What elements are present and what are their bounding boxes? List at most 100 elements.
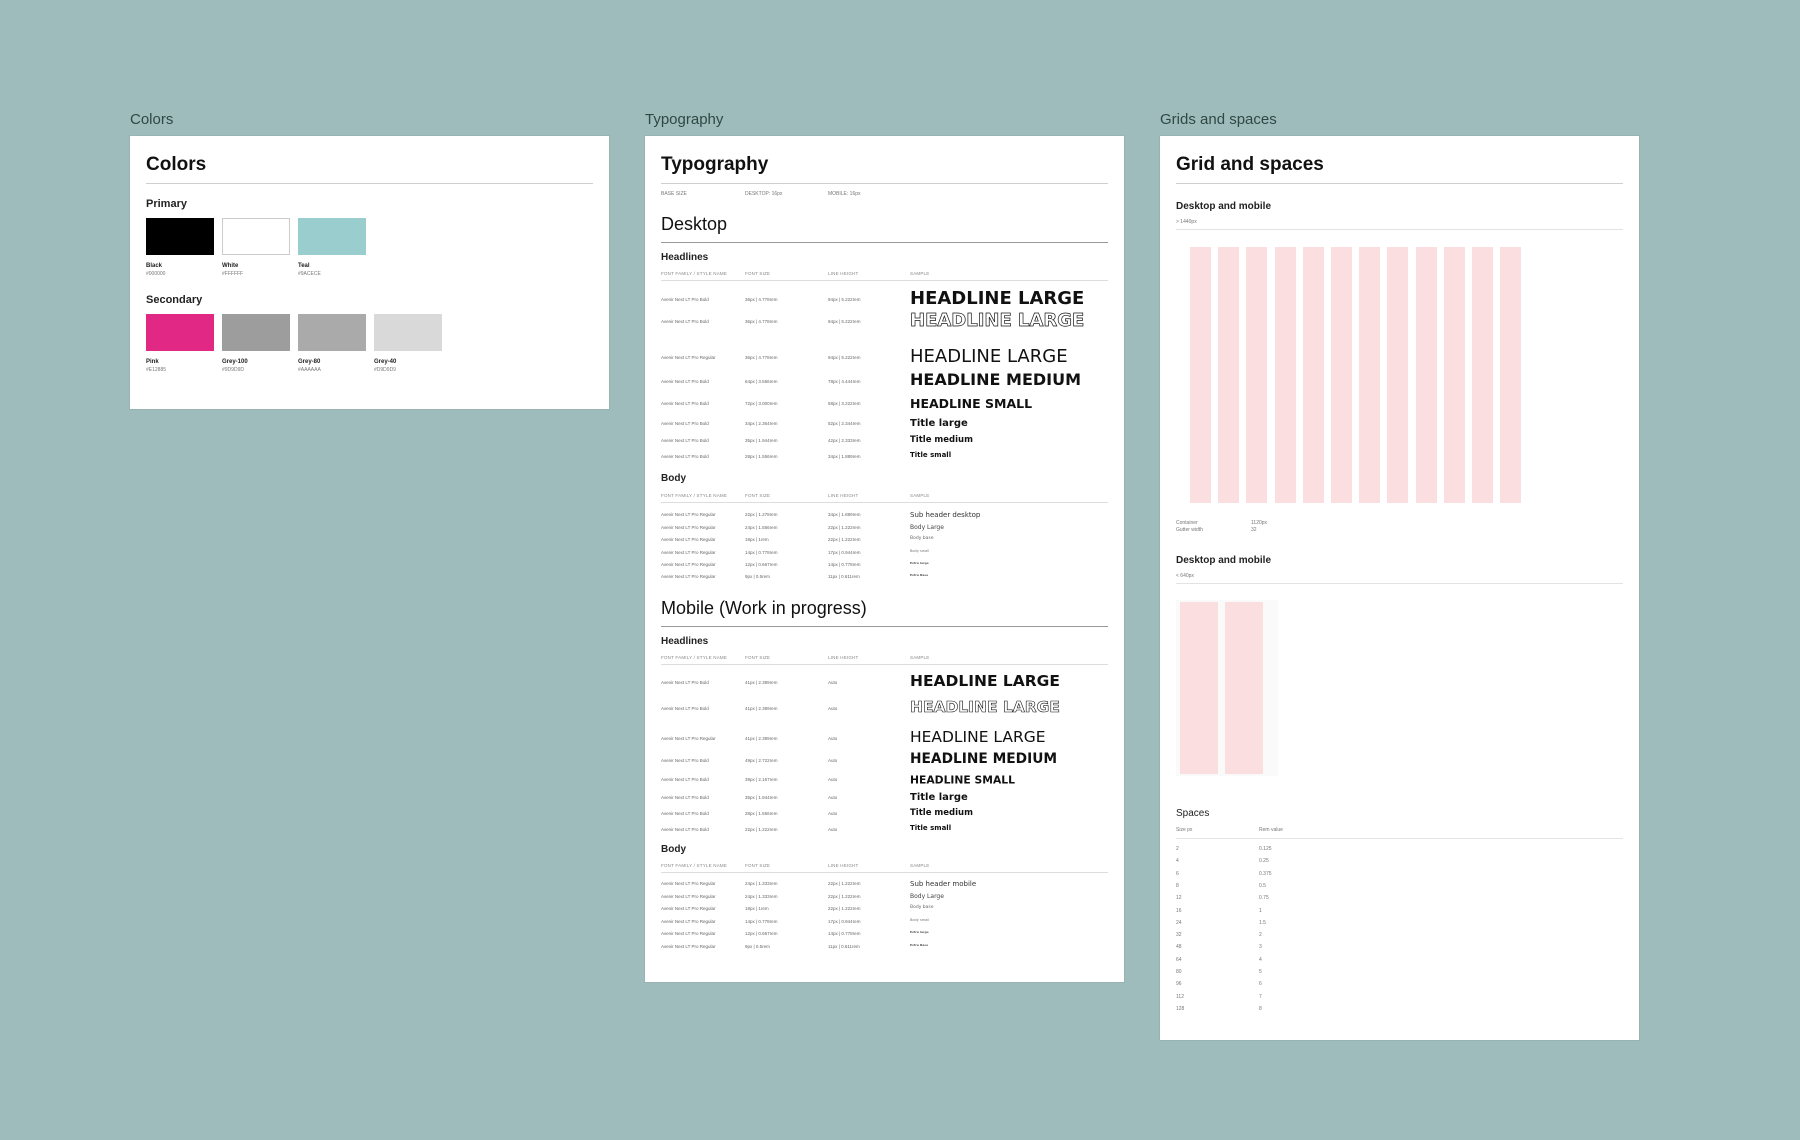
- font-size-cell: 24px | 1.556rem: [745, 525, 778, 530]
- type-sample: HEADLINE LARGE: [910, 728, 1046, 747]
- frame-label-colors[interactable]: Colors: [130, 111, 174, 128]
- type-sample: HEADLINE LARGE: [910, 310, 1085, 332]
- font-size-cell: 14px | 0.778rem: [745, 550, 778, 555]
- space-size: 16: [1176, 907, 1182, 914]
- column-header: LINE HEIGHT: [828, 655, 859, 660]
- line-height-cell: 52px | 2.344rem: [828, 421, 861, 426]
- line-height-cell: 14px | 0.778rem: [828, 562, 861, 567]
- space-size: 2: [1176, 846, 1179, 852]
- font-size-cell: 12px | 0.667rem: [745, 562, 778, 567]
- space-rem: 1: [1259, 907, 1262, 914]
- line-height-cell: 17px | 0.944rem: [828, 919, 861, 924]
- grid-column: [1218, 247, 1240, 503]
- space-rem: 2: [1259, 932, 1262, 939]
- colors-frame[interactable]: Colors Primary Black #000000 White #FFFFFF T…: [130, 136, 609, 409]
- font-family-cell: Avenir Next LT Pro Regular: [661, 550, 716, 555]
- mobile-grid-breakpoint: < 640px: [1176, 573, 1194, 579]
- font-family-cell: Avenir Next LT Pro Regular: [661, 355, 716, 360]
- type-sample: Title large: [910, 792, 968, 803]
- line-height-cell: 14px | 0.778rem: [828, 931, 861, 936]
- column-header: FONT SIZE: [745, 655, 771, 660]
- desktop-section-title: Desktop: [661, 214, 728, 234]
- column-header: FONT SIZE: [745, 271, 771, 276]
- grid-column: [1472, 247, 1493, 503]
- spaces-label: Spaces: [1176, 808, 1210, 819]
- space-rem: 3: [1259, 944, 1262, 951]
- font-size-cell: 28px | 1.556rem: [745, 454, 778, 459]
- font-size-cell: 72px | 3.000rem: [745, 401, 778, 406]
- grid-column: [1246, 247, 1268, 503]
- font-family-cell: Avenir Next LT Pro Bold: [661, 795, 709, 800]
- column-header: FONT FAMILY / STYLE NAME: [661, 493, 728, 498]
- mobile-grid-label: Desktop and mobile: [1176, 555, 1272, 566]
- color-swatch[interactable]: [222, 314, 290, 351]
- space-rem: 0.375: [1259, 870, 1272, 877]
- column-header: LINE HEIGHT: [828, 271, 859, 276]
- font-family-cell: Avenir Next LT Pro Regular: [661, 894, 716, 899]
- color-swatch-hex: #9D9D9D: [222, 367, 244, 373]
- font-size-cell: 22px | 1.222rem: [745, 827, 778, 832]
- line-height-cell: 78px | 4.444rem: [828, 379, 861, 384]
- font-family-cell: Avenir Next LT Pro Bold: [661, 811, 709, 816]
- type-sample: HEADLINE LARGE: [910, 288, 1085, 309]
- type-sample: Sub header mobile: [910, 880, 977, 888]
- font-size-cell: 36px | 4.778rem: [745, 297, 778, 302]
- frame-label-grids[interactable]: Grids and spaces: [1160, 111, 1277, 128]
- typography-frame[interactable]: Typography BASE SIZE DESKTOP: 16px MOBIL…: [645, 136, 1124, 982]
- line-height-cell: 94px | 5.222rem: [828, 297, 861, 302]
- color-swatch-hex: #D9D9D9: [374, 367, 396, 373]
- grid-column: [1190, 247, 1211, 503]
- font-family-cell: Avenir Next LT Pro Bold: [661, 454, 709, 459]
- color-swatch-name: Black: [146, 263, 163, 269]
- type-sample: HEADLINE SMALL: [910, 396, 1033, 411]
- font-size-cell: 64px | 3.556rem: [745, 379, 778, 384]
- color-swatch[interactable]: [374, 314, 442, 351]
- line-height-cell: Auto: [828, 827, 838, 832]
- color-swatch[interactable]: [146, 218, 214, 255]
- gutter-value: 32: [1251, 527, 1257, 533]
- grid-column: [1387, 247, 1409, 503]
- font-size-cell: 12px | 0.667rem: [745, 931, 778, 936]
- font-family-cell: Avenir Next LT Pro Bold: [661, 680, 709, 685]
- line-height-cell: 58px | 3.222rem: [828, 401, 861, 406]
- space-size: 64: [1176, 956, 1182, 963]
- type-sample: Body base: [910, 536, 934, 541]
- column-header: FONT FAMILY / STYLE NAME: [661, 271, 728, 276]
- divider: [661, 280, 1108, 281]
- font-family-cell: Avenir Next LT Pro Bold: [661, 827, 709, 832]
- column-header: SAMPLE: [910, 493, 930, 498]
- color-swatch[interactable]: [146, 314, 214, 351]
- space-size: 24: [1176, 919, 1182, 926]
- font-family-cell: Avenir Next LT Pro Regular: [661, 574, 716, 579]
- font-family-cell: Avenir Next LT Pro Regular: [661, 525, 716, 530]
- line-height-cell: 42px | 2.333rem: [828, 438, 861, 443]
- font-size-cell: 35px | 1.944rem: [745, 438, 778, 443]
- line-height-cell: 22px | 1.222rem: [828, 894, 861, 899]
- color-swatch[interactable]: [298, 218, 366, 255]
- space-size: 96: [1176, 981, 1182, 988]
- font-size-cell: 41px | 2.389rem: [745, 736, 778, 741]
- color-swatch[interactable]: [222, 218, 290, 255]
- font-size-cell: 34px | 2.364rem: [745, 421, 778, 426]
- column-header: SAMPLE: [910, 271, 930, 276]
- font-family-cell: Avenir Next LT Pro Regular: [661, 944, 716, 949]
- column-header: LINE HEIGHT: [828, 863, 859, 868]
- line-height-cell: Auto: [828, 706, 838, 711]
- font-family-cell: Avenir Next LT Pro Bold: [661, 319, 709, 324]
- colors-title: Colors: [146, 154, 207, 175]
- column-header: LINE HEIGHT: [828, 493, 859, 498]
- space-rem: 7: [1259, 993, 1262, 1000]
- font-family-cell: Avenir Next LT Pro Regular: [661, 906, 716, 911]
- mobile-headlines-label: Headlines: [661, 636, 709, 647]
- type-sample: Body base: [910, 905, 934, 910]
- spaces-header-rem: Rem value: [1259, 827, 1283, 833]
- type-sample: HEADLINE MEDIUM: [910, 750, 1058, 767]
- column-header: SAMPLE: [910, 655, 930, 660]
- type-sample: Extra large: [910, 561, 929, 565]
- grids-frame[interactable]: Grid and spaces Desktop and mobile > 144…: [1160, 136, 1639, 1040]
- column-header: FONT SIZE: [745, 493, 771, 498]
- color-swatch[interactable]: [298, 314, 366, 351]
- frame-label-typography[interactable]: Typography: [645, 111, 724, 128]
- container-label: Container: [1176, 520, 1198, 526]
- space-rem: 1.5: [1259, 919, 1266, 926]
